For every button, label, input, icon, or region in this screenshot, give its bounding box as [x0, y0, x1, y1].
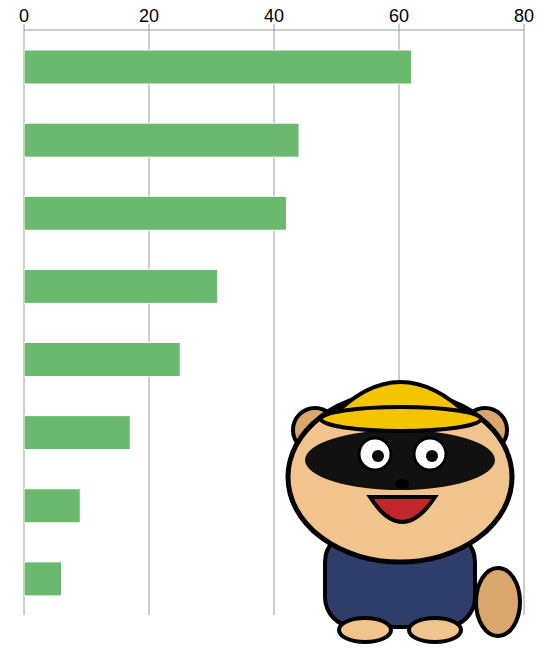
svg-text:0: 0	[19, 6, 29, 26]
svg-text:60: 60	[389, 6, 409, 26]
svg-text:40: 40	[264, 6, 284, 26]
svg-text:80: 80	[514, 6, 534, 26]
svg-text:20: 20	[139, 6, 159, 26]
